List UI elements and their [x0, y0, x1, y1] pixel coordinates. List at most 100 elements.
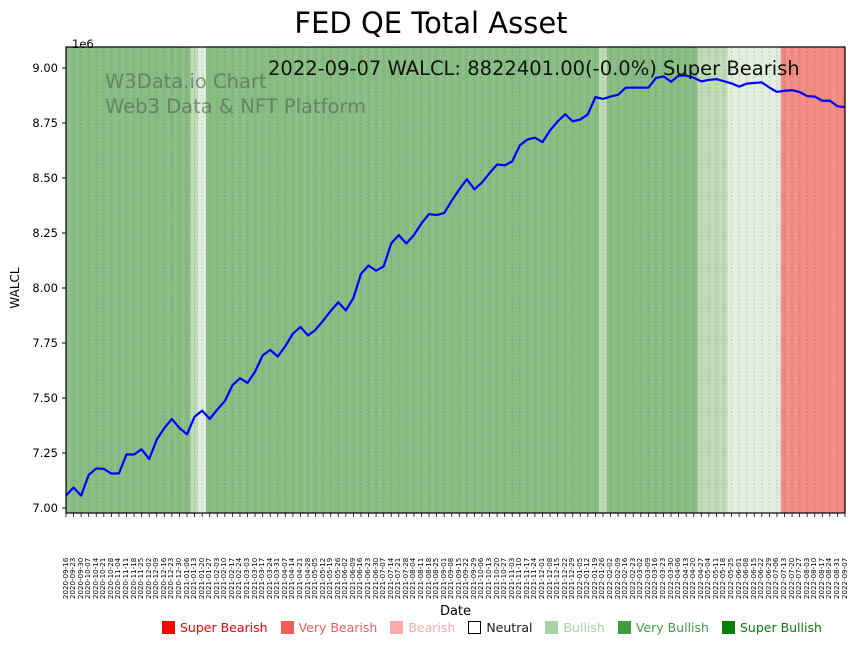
- sentiment-band-very_bullish: [84, 47, 93, 513]
- legend-label: Bearish: [408, 620, 456, 635]
- sentiment-band-very_bullish: [175, 47, 184, 513]
- y-tick-label: 8.75: [32, 116, 58, 130]
- axes-spines: [65, 46, 846, 514]
- x-tick-label: 2022-03-23: [657, 557, 667, 599]
- sentiment-band-very_bullish: [561, 47, 569, 513]
- chart-title: FED QE Total Asset: [294, 6, 568, 40]
- x-tick-label: 2021-08-25: [431, 557, 441, 599]
- sentiment-band-very_bullish: [591, 47, 600, 513]
- sentiment-band-bullish: [190, 47, 199, 513]
- legend-item-super-bullish: Super Bullish: [721, 620, 822, 635]
- sentiment-band-very_bullish: [160, 47, 169, 513]
- sentiment-band-very_bullish: [689, 47, 698, 513]
- x-tick-label: 2022-09-07: [839, 557, 849, 599]
- sentiment-band-very_bullish: [447, 47, 456, 513]
- y-tick-label: 8.50: [32, 171, 58, 185]
- sentiment-band-very_bullish: [584, 47, 592, 513]
- sentiment-band-neutral: [750, 47, 759, 513]
- x-tick-label: 2021-08-11: [415, 557, 425, 599]
- sentiment-band-very_bullish: [440, 47, 448, 513]
- legend-label: Neutral: [486, 620, 533, 635]
- legend-swatch-icon: [468, 621, 482, 634]
- sentiment-band-neutral: [198, 47, 206, 513]
- plot-subtitle: 2022-09-07 WALCL: 8822401.00(-0.0%) Supe…: [268, 57, 800, 80]
- sentiment-band-very_bullish: [289, 47, 297, 513]
- sentiment-band-neutral: [758, 47, 766, 513]
- legend-swatch-icon: [545, 621, 559, 634]
- sentiment-band-very_bullish: [516, 47, 524, 513]
- sentiment-band-very_bullish: [470, 47, 479, 513]
- sentiment-band-very_bullish: [485, 47, 494, 513]
- sentiment-band-very_bullish: [621, 47, 630, 513]
- y-tick-label: 7.25: [32, 446, 58, 460]
- sentiment-band-very_bullish: [296, 47, 305, 513]
- sentiment-band-very_bearish: [818, 47, 827, 513]
- sentiment-band-very_bearish: [810, 47, 819, 513]
- legend-swatch-icon: [162, 621, 175, 634]
- y-axis-offset-label: 1e6: [72, 37, 94, 51]
- sentiment-band-very_bearish: [826, 47, 834, 513]
- legend-label: Very Bearish: [298, 620, 378, 635]
- sentiment-band-very_bullish: [410, 47, 418, 513]
- legend-item-very-bullish: Very Bullish: [617, 620, 709, 635]
- sentiment-band-very_bullish: [221, 47, 229, 513]
- y-tick-label: 7.75: [32, 336, 58, 350]
- sentiment-band-very_bullish: [66, 47, 70, 513]
- sentiment-band-bullish: [705, 47, 713, 513]
- sentiment-band-very_bullish: [674, 47, 683, 513]
- legend-label: Super Bullish: [739, 620, 822, 635]
- legend-swatch-icon: [280, 621, 294, 634]
- sentiment-band-very_bullish: [402, 47, 411, 513]
- sentiment-band-neutral: [727, 47, 736, 513]
- legend-label: Bullish: [563, 620, 605, 635]
- sentiment-band-very_bullish: [372, 47, 380, 513]
- x-axis-label: Date: [439, 604, 472, 619]
- legend-label: Very Bullish: [635, 620, 709, 635]
- sentiment-band-very_bullish: [379, 47, 388, 513]
- sentiment-band-very_bullish: [130, 47, 138, 513]
- legend-item-very-bearish: Very Bearish: [280, 620, 378, 635]
- legend-item-bearish: Bearish: [390, 620, 455, 635]
- sentiment-band-bullish: [712, 47, 721, 513]
- sentiment-band-very_bullish: [463, 47, 471, 513]
- sentiment-band-very_bullish: [334, 47, 343, 513]
- sentiment-band-very_bullish: [637, 47, 645, 513]
- sentiment-band-very_bullish: [667, 47, 675, 513]
- sentiment-band-very_bullish: [100, 47, 108, 513]
- sentiment-band-very_bullish: [137, 47, 146, 513]
- y-tick-label: 8.00: [32, 281, 58, 295]
- sentiment-band-very_bullish: [122, 47, 131, 513]
- legend-item-neutral: Neutral: [468, 620, 532, 635]
- x-tick-label: 2020-11-11: [121, 557, 130, 599]
- sentiment-band-very_bullish: [107, 47, 116, 513]
- sentiment-band-very_bullish: [364, 47, 373, 513]
- sentiment-band-very_bullish: [425, 47, 433, 513]
- sentiment-band-neutral: [765, 47, 774, 513]
- sentiment-band-very_bullish: [478, 47, 486, 513]
- sentiment-band-very_bullish: [387, 47, 395, 513]
- x-tick-label: 2022-05-25: [726, 557, 736, 599]
- x-tick-label: 2021-05-05: [310, 557, 320, 599]
- x-tick-label: 2021-01-13: [189, 557, 199, 599]
- sentiment-band-very_bullish: [508, 47, 517, 513]
- sentiment-band-very_bullish: [652, 47, 660, 513]
- sentiment-band-very_bearish: [803, 47, 811, 513]
- sentiment-band-very_bullish: [394, 47, 403, 513]
- sentiment-band-very_bullish: [236, 47, 244, 513]
- sentiment-band-very_bullish: [213, 47, 222, 513]
- sentiment-band-very_bullish: [568, 47, 577, 513]
- x-tick-label: 2021-04-21: [294, 557, 304, 599]
- x-tick-label: 2021-12-01: [536, 557, 546, 599]
- sentiment-band-very_bullish: [205, 47, 214, 513]
- y-tick-label: 9.00: [32, 61, 58, 75]
- sentiment-band-very_bullish: [629, 47, 638, 513]
- y-tick-label: 8.25: [32, 226, 58, 240]
- sentiment-band-very_bullish: [342, 47, 350, 513]
- sentiment-band-very_bullish: [546, 47, 554, 513]
- sentiment-band-very_bullish: [281, 47, 290, 513]
- legend-item-super-bearish: Super Bearish: [162, 620, 268, 635]
- sentiment-band-very_bullish: [500, 47, 509, 513]
- sentiment-band-very_bullish: [69, 47, 78, 513]
- legend: Super Bearish Very Bearish Bearish Neutral B…: [162, 620, 835, 635]
